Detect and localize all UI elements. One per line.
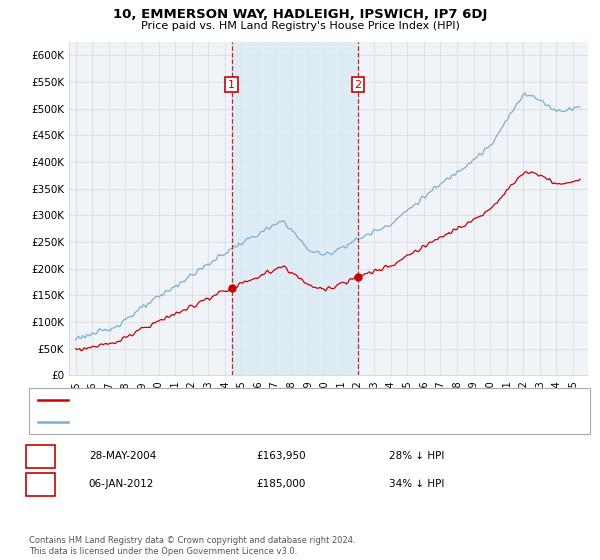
Text: Contains HM Land Registry data © Crown copyright and database right 2024.
This d: Contains HM Land Registry data © Crown c… <box>29 536 355 556</box>
Text: £163,950: £163,950 <box>257 451 307 461</box>
Text: 2: 2 <box>354 80 361 90</box>
Text: 28% ↓ HPI: 28% ↓ HPI <box>389 451 444 461</box>
Text: 34% ↓ HPI: 34% ↓ HPI <box>389 479 444 489</box>
Text: 10, EMMERSON WAY, HADLEIGH, IPSWICH, IP7 6DJ: 10, EMMERSON WAY, HADLEIGH, IPSWICH, IP7… <box>113 8 487 21</box>
Text: 2: 2 <box>37 479 44 489</box>
Text: £185,000: £185,000 <box>257 479 306 489</box>
Text: HPI: Average price, detached house, Babergh: HPI: Average price, detached house, Babe… <box>73 417 295 427</box>
Text: 10, EMMERSON WAY, HADLEIGH, IPSWICH, IP7 6DJ (detached house): 10, EMMERSON WAY, HADLEIGH, IPSWICH, IP7… <box>73 395 408 405</box>
Text: 06-JAN-2012: 06-JAN-2012 <box>89 479 154 489</box>
Bar <box>232 42 358 375</box>
Text: 1: 1 <box>228 80 235 90</box>
Text: Price paid vs. HM Land Registry's House Price Index (HPI): Price paid vs. HM Land Registry's House … <box>140 21 460 31</box>
Text: 28-MAY-2004: 28-MAY-2004 <box>89 451 156 461</box>
Text: 1: 1 <box>37 451 44 461</box>
